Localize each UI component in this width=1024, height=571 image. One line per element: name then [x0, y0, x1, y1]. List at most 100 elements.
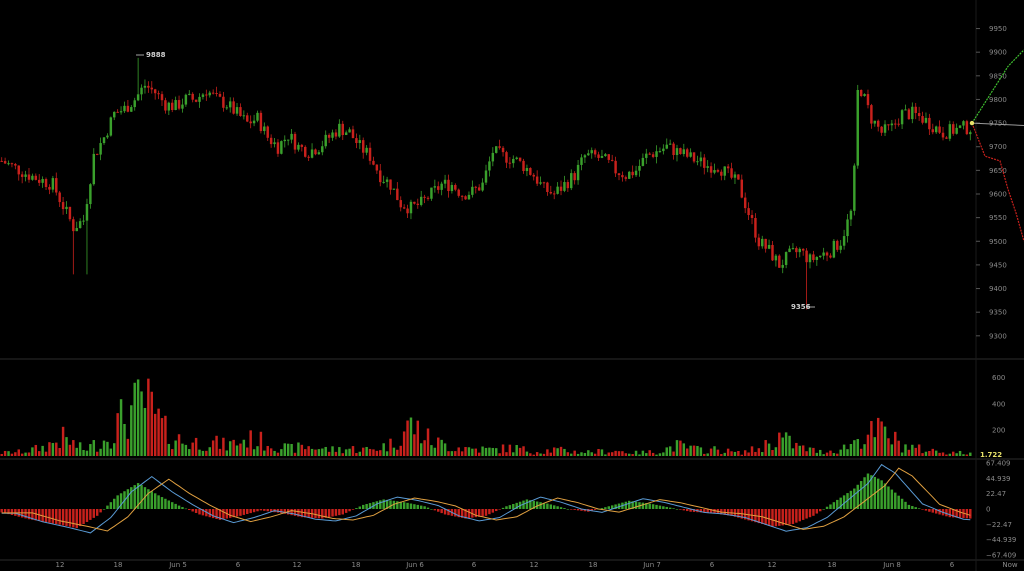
macd-pane: 67.409 44.939 22.47 0 −22.47 −44.939 −67.409 — [0, 460, 1016, 560]
volume-bar — [464, 447, 467, 456]
candle — [866, 89, 870, 109]
volume-bar — [726, 448, 730, 456]
volume-bar — [389, 438, 392, 456]
volume-bar — [382, 443, 385, 456]
candle — [239, 103, 242, 117]
candle — [849, 209, 853, 226]
macd-histogram-bar — [559, 507, 563, 509]
candle — [228, 97, 232, 113]
volume-bar — [576, 453, 580, 456]
macd-histogram-bar — [119, 493, 123, 509]
candle — [109, 116, 113, 137]
volume-bar — [938, 452, 941, 456]
volume-bar — [211, 440, 215, 456]
volume-bar — [552, 447, 556, 456]
candle — [389, 179, 392, 195]
volume-bar — [228, 441, 232, 456]
volume-bar — [866, 434, 870, 456]
macd-histogram-bar — [778, 509, 781, 526]
macd-histogram-bar — [610, 505, 614, 509]
volume-bar — [416, 420, 420, 456]
macd-histogram-bar — [177, 505, 181, 509]
volume-bar — [842, 444, 846, 456]
volume-bar — [791, 448, 795, 456]
macd-histogram-bar — [556, 506, 559, 509]
candle — [147, 81, 150, 93]
volume-bar — [750, 446, 754, 456]
macd-line — [1, 463, 971, 534]
volume-bar — [907, 449, 911, 456]
volume-bar — [157, 408, 160, 456]
candle — [17, 165, 20, 181]
volume-bar — [365, 446, 368, 456]
macd-histogram-bar — [406, 502, 409, 509]
volume-bar — [259, 431, 263, 456]
volume-bar — [198, 449, 201, 456]
volume-bar — [249, 430, 252, 456]
macd-histogram-bar — [628, 500, 631, 509]
macd-histogram-bar — [781, 509, 784, 526]
candle — [177, 95, 181, 111]
candle — [737, 174, 740, 180]
macd-histogram-bar — [440, 509, 443, 514]
volume-bar — [880, 421, 883, 456]
macd-histogram-bar — [495, 509, 498, 512]
candle — [771, 241, 774, 262]
macd-histogram-bar — [385, 499, 389, 509]
candle — [269, 134, 273, 148]
volume-bar — [723, 452, 726, 456]
candle — [706, 160, 709, 173]
candle — [631, 165, 634, 179]
volume-bar — [805, 451, 808, 456]
candle — [95, 153, 99, 156]
candle — [218, 91, 222, 98]
volume-bar — [34, 444, 38, 456]
macd-histogram-bar — [539, 502, 542, 509]
candle — [375, 164, 379, 174]
volume-bar — [447, 451, 450, 456]
candle — [372, 156, 375, 166]
volume-bar — [559, 446, 563, 456]
candle — [856, 84, 859, 169]
macd-histogram-bar — [662, 506, 665, 509]
volume-bar — [853, 440, 856, 456]
macd-histogram-bar — [191, 509, 194, 512]
volume-bar — [604, 454, 607, 456]
volume-bar — [832, 453, 836, 456]
candle — [897, 118, 900, 127]
volume-bar — [443, 443, 447, 456]
candle — [624, 175, 628, 182]
volume-bar — [917, 444, 921, 456]
volume-bar — [72, 440, 75, 456]
candle — [529, 167, 532, 176]
macd-histogram-bar — [580, 509, 583, 511]
candle — [471, 180, 474, 198]
macd-histogram-bar — [338, 509, 341, 516]
candle — [143, 79, 147, 94]
macd-histogram-bar — [709, 509, 713, 514]
macd-histogram-bar — [945, 509, 948, 517]
volume-axis: 600 400 200 — [992, 374, 1005, 434]
volume-bar — [269, 448, 273, 456]
candle — [488, 156, 491, 177]
candle — [447, 174, 450, 198]
candle — [153, 88, 157, 100]
macd-histogram-bar — [157, 495, 160, 509]
volume-bar — [761, 452, 764, 456]
candle — [334, 129, 338, 140]
volume-bar — [675, 440, 679, 456]
candle — [679, 147, 682, 155]
volume-bar — [894, 431, 897, 456]
macd-histogram-bar — [703, 509, 706, 513]
candle — [590, 147, 593, 159]
macd-histogram-bar — [65, 509, 68, 527]
candle — [668, 139, 672, 145]
candle — [467, 191, 471, 200]
candle — [747, 202, 750, 220]
volume-bar — [546, 449, 549, 456]
macd-histogram-bar — [423, 506, 426, 509]
volume-bar — [375, 450, 379, 456]
volume-bar — [648, 450, 651, 456]
macd-histogram-bar — [774, 509, 778, 527]
